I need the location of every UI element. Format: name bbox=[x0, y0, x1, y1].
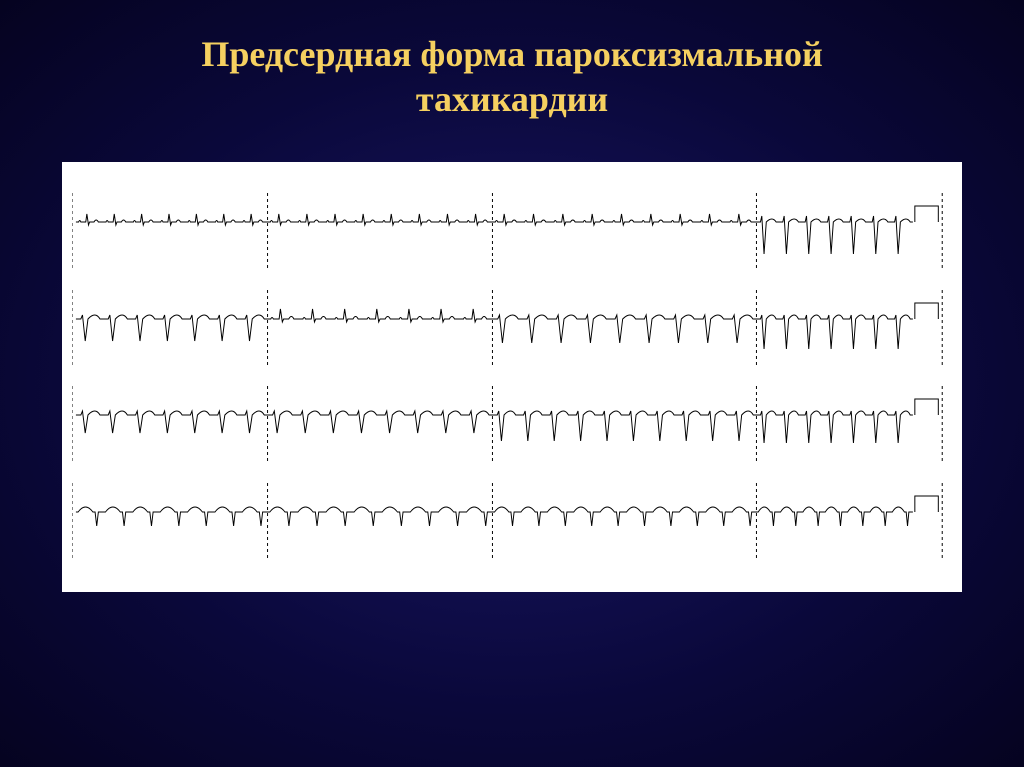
ecg-svg-2 bbox=[72, 284, 952, 374]
segment-markers bbox=[72, 386, 942, 464]
calibration-pulse bbox=[915, 496, 938, 512]
calibration-pulse bbox=[915, 303, 938, 319]
calibration-pulse bbox=[915, 206, 938, 222]
ecg-row-2 bbox=[72, 284, 952, 374]
title-line-2: тахикардии bbox=[201, 77, 822, 122]
segment-markers bbox=[72, 483, 942, 561]
title-line-1: Предсердная форма пароксизмальной bbox=[201, 32, 822, 77]
ecg-trace bbox=[76, 214, 913, 254]
ecg-svg-1 bbox=[72, 187, 952, 277]
slide: Предсердная форма пароксизмальной тахика… bbox=[0, 0, 1024, 767]
ecg-svg-4 bbox=[72, 477, 952, 567]
ecg-svg-3 bbox=[72, 380, 952, 470]
ecg-row-3 bbox=[72, 380, 952, 470]
ecg-panel bbox=[62, 162, 962, 592]
ecg-row-4 bbox=[72, 477, 952, 567]
segment-markers bbox=[72, 290, 942, 368]
ecg-trace bbox=[76, 309, 913, 349]
calibration-pulse bbox=[915, 399, 938, 415]
ecg-row-1 bbox=[72, 187, 952, 277]
slide-title: Предсердная форма пароксизмальной тахика… bbox=[201, 32, 822, 122]
ecg-trace bbox=[76, 411, 913, 443]
segment-markers bbox=[72, 193, 942, 271]
ecg-trace bbox=[76, 507, 913, 526]
